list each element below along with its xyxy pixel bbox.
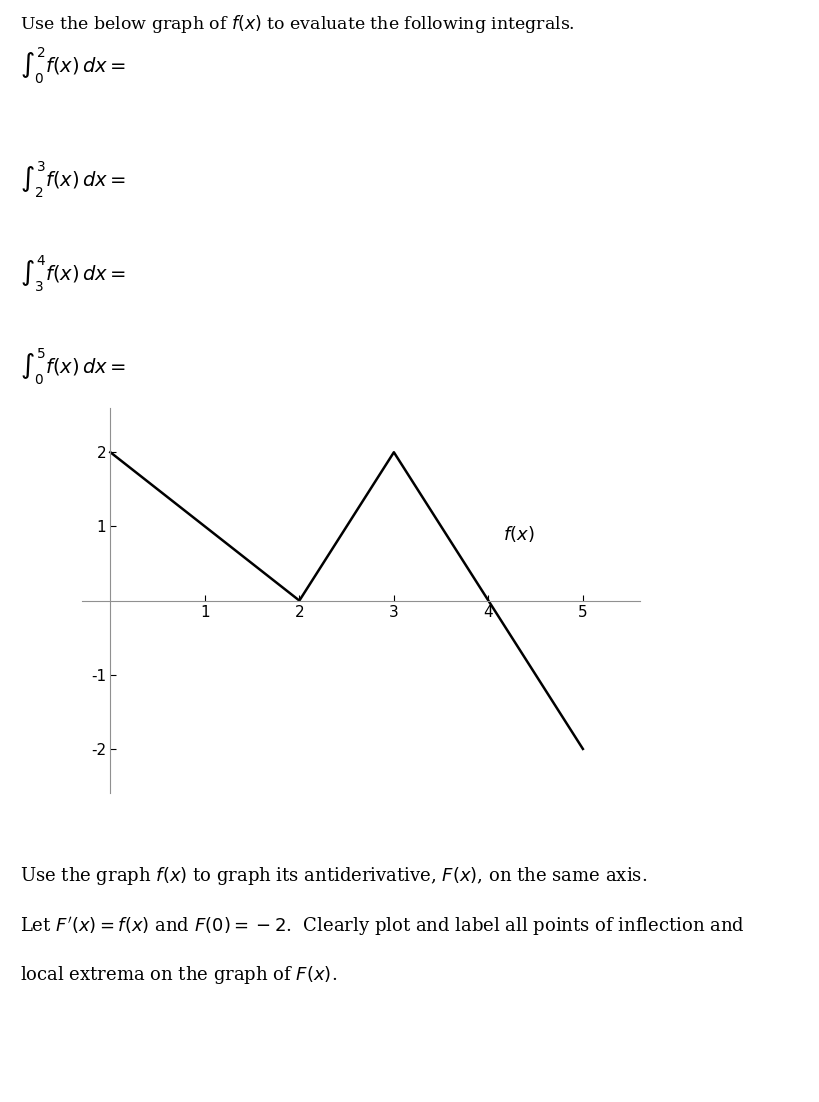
- Text: Use the graph $f(x)$ to graph its antiderivative, $F(x)$, on the same axis.: Use the graph $f(x)$ to graph its antide…: [20, 865, 647, 887]
- Text: Let $F'(x) = f(x)$ and $F(0) = -2$.  Clearly plot and label all points of inflec: Let $F'(x) = f(x)$ and $F(0) = -2$. Clea…: [20, 915, 744, 938]
- Text: local extrema on the graph of $F(x)$.: local extrema on the graph of $F(x)$.: [20, 964, 337, 986]
- Text: Use the below graph of $f(x)$ to evaluate the following integrals.: Use the below graph of $f(x)$ to evaluat…: [20, 13, 575, 35]
- Text: $\int_2^3 f(x)\,dx =$: $\int_2^3 f(x)\,dx =$: [20, 160, 127, 199]
- Text: $\int_0^5 f(x)\,dx =$: $\int_0^5 f(x)\,dx =$: [20, 347, 127, 387]
- Text: $\int_0^2 f(x)\,dx =$: $\int_0^2 f(x)\,dx =$: [20, 46, 127, 86]
- Text: $f(x)$: $f(x)$: [502, 523, 533, 543]
- Text: $\int_3^4 f(x)\,dx =$: $\int_3^4 f(x)\,dx =$: [20, 253, 127, 293]
